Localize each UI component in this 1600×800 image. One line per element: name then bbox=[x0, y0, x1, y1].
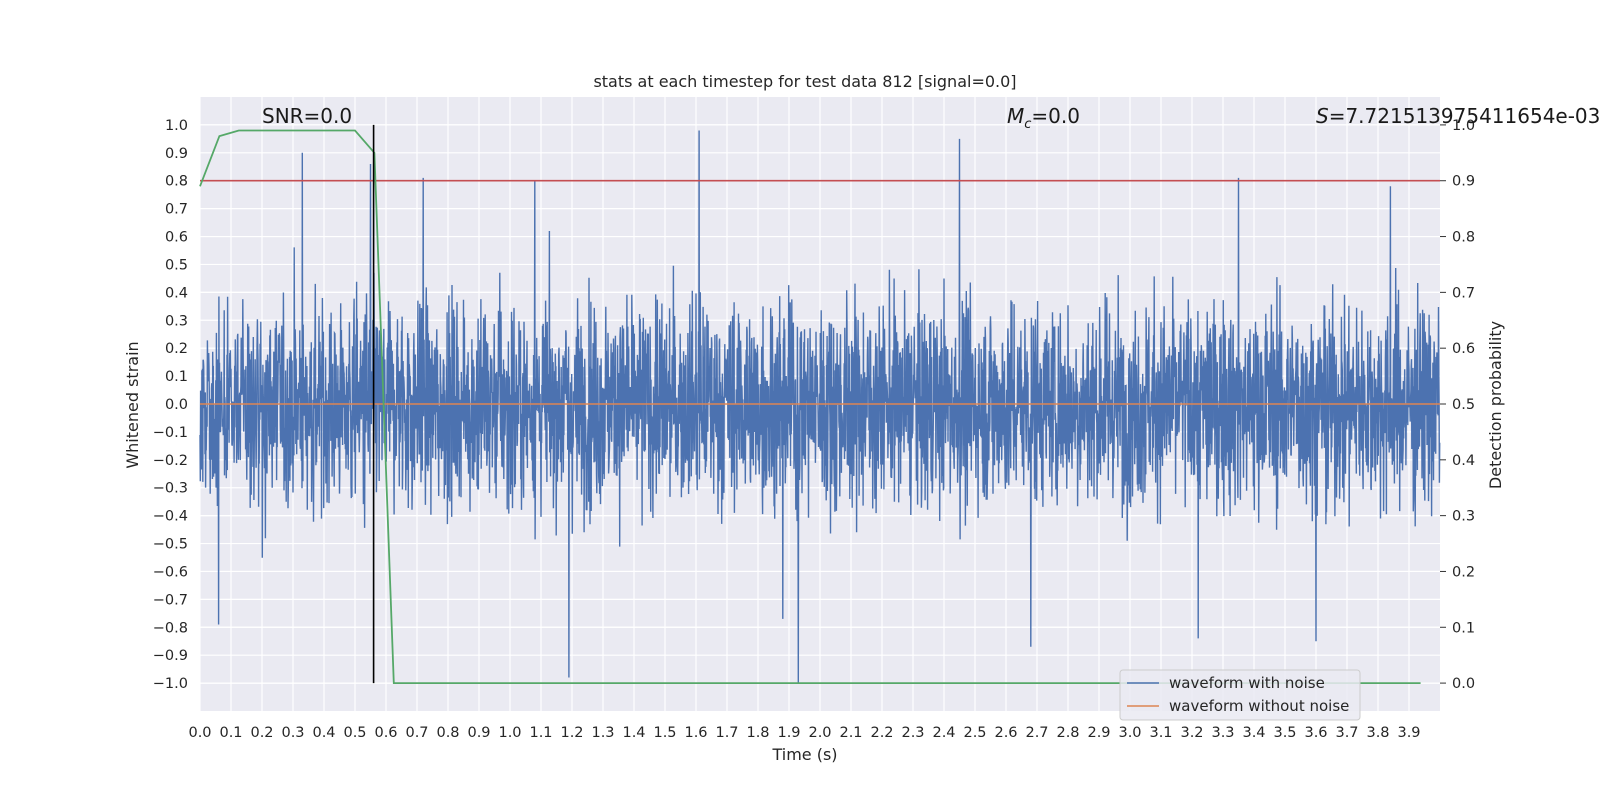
x-tick-label: 3.8 bbox=[1366, 725, 1389, 741]
x-tick-label: 3.1 bbox=[1149, 725, 1172, 741]
y-tick-label: 0.9 bbox=[165, 146, 188, 162]
snr-annotation: SNR=0.0 bbox=[262, 104, 352, 128]
y-right-tick-label: 0.4 bbox=[1452, 453, 1475, 469]
legend-box bbox=[1119, 669, 1361, 721]
y-right-tick-label: 0.7 bbox=[1452, 285, 1475, 301]
y-tick-label: 0.2 bbox=[165, 341, 188, 357]
y-tick-label: 0.7 bbox=[165, 202, 188, 218]
x-tick-label: 0.1 bbox=[219, 725, 242, 741]
x-tick-label: 1.9 bbox=[777, 725, 800, 741]
x-tick-label: 2.9 bbox=[1087, 725, 1110, 741]
y-right-tick-label: 0.9 bbox=[1452, 174, 1475, 190]
x-tick-label: 2.6 bbox=[994, 725, 1017, 741]
x-tick-label: 0.4 bbox=[312, 725, 335, 741]
series-detection-probability bbox=[199, 129, 1421, 684]
x-tick-label: 2.4 bbox=[932, 725, 955, 741]
y-tick-label: −0.4 bbox=[153, 509, 188, 525]
y-tick-label: 0.8 bbox=[165, 174, 188, 190]
x-tick-label: 2.0 bbox=[808, 725, 831, 741]
x-tick-label: 0.8 bbox=[436, 725, 459, 741]
x-tick-label: 2.3 bbox=[901, 725, 924, 741]
y-tick-label: −0.6 bbox=[153, 564, 188, 580]
x-tick-label: 3.6 bbox=[1304, 725, 1327, 741]
s-value: =7.721513975411654e-03 bbox=[1329, 104, 1600, 128]
x-tick-label: 3.2 bbox=[1180, 725, 1203, 741]
chirp-mass-annotation: Mc=0.0 bbox=[1007, 104, 1080, 132]
x-axis-label: Time (s) bbox=[771, 745, 837, 764]
y-right-tick-label: 0.8 bbox=[1452, 230, 1475, 246]
y-right-tick-label: 0.1 bbox=[1452, 620, 1475, 636]
y-right-axis-label: Detection probability bbox=[1486, 321, 1505, 489]
chirp-mass-subscript: c bbox=[1024, 117, 1031, 132]
y-right-tick-label: 0.5 bbox=[1452, 397, 1475, 413]
y-right-axis-ticks: 1.0 0.9 0.8 0.7 0.6 0.5 0.4 0.3 0.2 0.1 0.0 bbox=[1440, 118, 1475, 692]
x-tick-label: 3.4 bbox=[1242, 725, 1265, 741]
y-tick-label: 0.0 bbox=[165, 397, 188, 413]
x-tick-label: 3.3 bbox=[1211, 725, 1234, 741]
y-tick-label: 0.4 bbox=[165, 285, 188, 301]
x-tick-label: 0.9 bbox=[467, 725, 490, 741]
x-tick-label: 0.6 bbox=[374, 725, 397, 741]
noise-waveform-line bbox=[199, 130, 1441, 684]
y-right-tick-label: 0.2 bbox=[1452, 564, 1475, 580]
x-tick-label: 0.5 bbox=[343, 725, 366, 741]
y-tick-label: −0.1 bbox=[153, 425, 188, 441]
y-tick-label: −0.5 bbox=[153, 537, 188, 553]
y-tick-label: −0.2 bbox=[153, 453, 188, 469]
chirp-mass-symbol: M bbox=[1007, 104, 1024, 128]
y-tick-label: 0.1 bbox=[165, 369, 188, 385]
x-tick-label: 2.7 bbox=[1025, 725, 1048, 741]
y-tick-label: −0.3 bbox=[153, 481, 188, 497]
x-tick-label: 2.5 bbox=[963, 725, 986, 741]
x-tick-label: 1.5 bbox=[653, 725, 676, 741]
chart-title: stats at each timestep for test data 812… bbox=[593, 72, 1016, 91]
x-tick-label: 1.0 bbox=[498, 725, 521, 741]
y-tick-label: 0.5 bbox=[165, 257, 188, 273]
series-waveform-with-noise bbox=[199, 130, 1441, 684]
s-annotation: S=7.721513975411654e-03 bbox=[1316, 104, 1600, 128]
y-tick-label: −0.9 bbox=[153, 648, 188, 664]
x-tick-label: 0.7 bbox=[405, 725, 428, 741]
x-tick-label: 2.2 bbox=[870, 725, 893, 741]
x-tick-label: 1.6 bbox=[684, 725, 707, 741]
y-tick-label: 0.3 bbox=[165, 313, 188, 329]
legend: waveform with noise waveform without noi… bbox=[1119, 669, 1361, 721]
y-tick-label: 1.0 bbox=[165, 118, 188, 134]
s-symbol: S bbox=[1316, 104, 1329, 128]
x-tick-label: 1.2 bbox=[560, 725, 583, 741]
x-tick-label: 2.8 bbox=[1056, 725, 1079, 741]
legend-label-clean: waveform without noise bbox=[1169, 697, 1349, 715]
x-tick-label: 3.7 bbox=[1335, 725, 1358, 741]
x-tick-label: 1.7 bbox=[715, 725, 738, 741]
y-tick-label: −0.7 bbox=[153, 592, 188, 608]
x-tick-label: 3.0 bbox=[1118, 725, 1141, 741]
legend-label-noise: waveform with noise bbox=[1169, 674, 1325, 692]
x-tick-label: 1.3 bbox=[591, 725, 614, 741]
y-right-tick-label: 0.6 bbox=[1452, 341, 1475, 357]
y-tick-label: −1.0 bbox=[153, 676, 188, 692]
x-tick-label: 1.8 bbox=[746, 725, 769, 741]
x-tick-label: 3.9 bbox=[1397, 725, 1420, 741]
x-tick-label: 3.5 bbox=[1273, 725, 1296, 741]
y-tick-label: −0.8 bbox=[153, 620, 188, 636]
y-right-tick-label: 0.0 bbox=[1452, 676, 1475, 692]
x-tick-label: 0.2 bbox=[250, 725, 273, 741]
x-tick-label: 2.1 bbox=[839, 725, 862, 741]
chirp-mass-value: =0.0 bbox=[1031, 104, 1080, 128]
y-tick-label: 0.6 bbox=[165, 230, 188, 246]
x-tick-label: 1.4 bbox=[622, 725, 645, 741]
y-axis-ticks: 1.0 0.9 0.8 0.7 0.6 0.5 0.4 0.3 0.2 0.1 0.0 −0.1 −0.… bbox=[153, 118, 188, 692]
y-right-tick-label: 1.0 bbox=[1452, 118, 1475, 134]
x-tick-label: 1.1 bbox=[529, 725, 552, 741]
y-axis-label: Whitened strain bbox=[123, 341, 142, 468]
y-right-tick-label: 0.3 bbox=[1452, 509, 1475, 525]
x-tick-label: 0.0 bbox=[188, 725, 211, 741]
x-tick-label: 0.3 bbox=[281, 725, 304, 741]
x-axis-ticks: 0.0 0.1 0.2 0.3 0.4 0.5 0.6 0.7 0.8 0.9 1.0 1.1 1.2 1… bbox=[188, 725, 1420, 741]
